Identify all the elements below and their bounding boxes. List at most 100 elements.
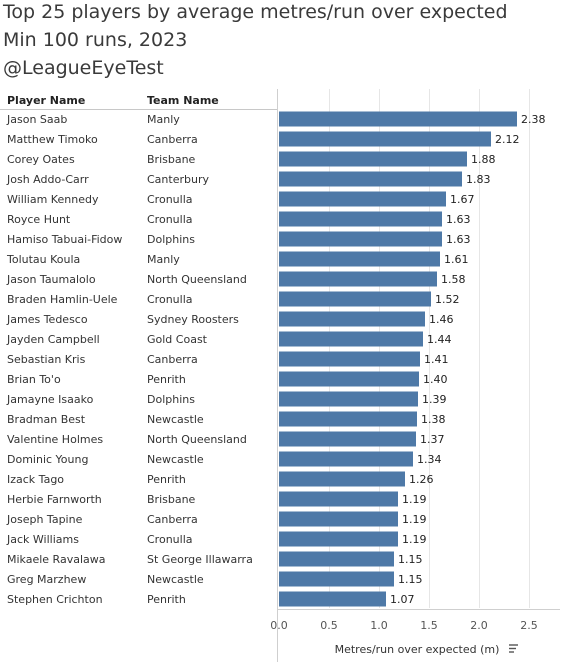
team-name: North Queensland <box>147 273 247 286</box>
team-name: Newcastle <box>147 413 204 426</box>
bar <box>279 551 394 567</box>
bar <box>279 391 418 407</box>
team-name: Canberra <box>147 133 198 146</box>
data-label: 1.19 <box>402 493 427 506</box>
team-name: Sydney Roosters <box>147 313 239 326</box>
team-name: Penrith <box>147 473 186 486</box>
data-label: 1.52 <box>435 293 460 306</box>
player-name: Greg Marzhew <box>7 573 86 586</box>
chart-title: Top 25 players by average metres/run ove… <box>3 1 508 23</box>
team-name: Dolphins <box>147 233 195 246</box>
bar <box>279 591 386 607</box>
player-name: Jamayne Isaako <box>6 393 94 406</box>
data-label: 1.58 <box>441 273 466 286</box>
team-name: Penrith <box>147 593 186 606</box>
x-tick-label: 0.0 <box>270 619 288 632</box>
data-label: 1.19 <box>402 533 427 546</box>
player-name: Josh Addo-Carr <box>6 173 89 186</box>
team-name: Brisbane <box>147 153 196 166</box>
data-label: 1.19 <box>402 513 427 526</box>
team-name: Cronulla <box>147 533 193 546</box>
player-name: Jack Williams <box>6 533 79 546</box>
bar <box>279 311 425 327</box>
data-label: 1.46 <box>429 313 454 326</box>
data-label: 1.88 <box>471 153 496 166</box>
player-name: Stephen Crichton <box>7 593 103 606</box>
x-tick-label: 1.5 <box>420 619 438 632</box>
player-name: Izack Tago <box>7 473 64 486</box>
bar <box>279 411 417 427</box>
team-name: Canberra <box>147 513 198 526</box>
team-name: Newcastle <box>147 453 204 466</box>
bar <box>279 531 398 547</box>
data-label: 1.83 <box>466 173 491 186</box>
data-label: 1.61 <box>444 253 469 266</box>
data-label: 1.15 <box>398 553 423 566</box>
bar <box>279 571 394 587</box>
team-name: Canberra <box>147 353 198 366</box>
team-name: Brisbane <box>147 493 196 506</box>
player-name: Dominic Young <box>7 453 88 466</box>
chart-subtitle: Min 100 runs, 2023 <box>3 29 188 51</box>
team-name: Cronulla <box>147 193 193 206</box>
team-name: Cronulla <box>147 213 193 226</box>
bar <box>279 211 442 227</box>
bar <box>279 331 423 347</box>
bar <box>279 291 431 307</box>
player-name: Sebastian Kris <box>7 353 86 366</box>
chart-author: @LeagueEyeTest <box>3 57 164 79</box>
data-label: 2.12 <box>495 133 520 146</box>
player-name: Herbie Farnworth <box>7 493 102 506</box>
player-name: Matthew Timoko <box>7 133 98 146</box>
player-name: Brian To'o <box>7 373 61 386</box>
bar <box>279 251 440 267</box>
team-name: Manly <box>147 253 180 266</box>
player-name: Jason Taumalolo <box>6 273 96 286</box>
column-header-player: Player Name <box>7 94 86 107</box>
player-name: Valentine Holmes <box>7 433 103 446</box>
data-label: 1.15 <box>398 573 423 586</box>
player-name: Royce Hunt <box>7 213 71 226</box>
sort-icon[interactable] <box>509 644 518 653</box>
bar <box>279 511 398 527</box>
bar <box>279 351 420 367</box>
data-label: 1.26 <box>409 473 434 486</box>
player-name: Mikaele Ravalawa <box>7 553 105 566</box>
data-label: 1.41 <box>424 353 449 366</box>
bar <box>279 131 491 147</box>
team-name: Gold Coast <box>147 333 208 346</box>
player-name: Braden Hamlin-Uele <box>7 293 118 306</box>
x-tick-label: 1.0 <box>370 619 388 632</box>
player-name: Hamiso Tabuai-Fidow <box>7 233 122 246</box>
bar <box>279 231 442 247</box>
bar <box>279 191 446 207</box>
player-name: Jayden Campbell <box>6 333 100 346</box>
player-name: Corey Oates <box>7 153 75 166</box>
bar <box>279 371 419 387</box>
team-name: North Queensland <box>147 433 247 446</box>
team-name: Cronulla <box>147 293 193 306</box>
bar <box>279 471 405 487</box>
bar <box>279 171 462 187</box>
team-name: Newcastle <box>147 573 204 586</box>
player-name: Tolutau Koula <box>6 253 80 266</box>
data-label: 1.37 <box>420 433 445 446</box>
player-name: Bradman Best <box>7 413 86 426</box>
bar <box>279 491 398 507</box>
bar <box>279 451 413 467</box>
data-label: 2.38 <box>521 113 546 126</box>
x-axis-title: Metres/run over expected (m) <box>335 643 500 656</box>
data-label: 1.63 <box>446 213 471 226</box>
team-name: Canterbury <box>147 173 209 186</box>
player-name: James Tedesco <box>6 313 88 326</box>
x-tick-label: 2.5 <box>520 619 538 632</box>
bar <box>279 271 437 287</box>
team-name: Dolphins <box>147 393 195 406</box>
x-tick-label: 0.5 <box>320 619 338 632</box>
data-label: 1.07 <box>390 593 415 606</box>
data-label: 1.63 <box>446 233 471 246</box>
bar <box>279 431 416 447</box>
player-name: William Kennedy <box>7 193 99 206</box>
player-name: Joseph Tapine <box>6 513 83 526</box>
